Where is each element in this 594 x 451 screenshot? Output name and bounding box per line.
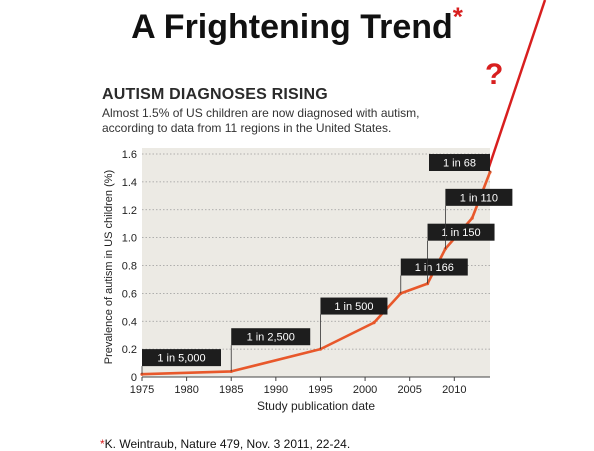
- y-tick-label: 0.6: [122, 288, 137, 300]
- footnote-asterisk: *: [100, 437, 105, 451]
- annotation-box: [400, 258, 468, 276]
- y-tick-label: 0: [131, 372, 137, 384]
- title-asterisk: *: [452, 1, 463, 32]
- y-tick-label: 1.0: [122, 233, 137, 245]
- footnote-text: K. Weintraub, Nature 479, Nov. 3 2011, 2…: [104, 437, 351, 451]
- axes: 0 0.2 0.4 0.6 0.8 1.0 1.2 1.4 1.6 1975 1980 1985 199…: [122, 149, 490, 396]
- x-tick-label: 1980: [174, 384, 198, 396]
- y-tick-label: 1.4: [122, 177, 137, 189]
- x-tick-label: 1975: [130, 384, 154, 396]
- annotation-box: [445, 188, 513, 206]
- annotation-label: 1 in 110: [460, 192, 498, 204]
- x-tick-label: 2005: [397, 384, 421, 396]
- y-tick-label: 0.8: [122, 261, 137, 273]
- y-tick-label: 1.6: [122, 149, 137, 161]
- x-tick-label: 1985: [219, 384, 243, 396]
- annotation-label: 1 in 68: [443, 158, 476, 170]
- y-tick-label: 0.4: [122, 316, 137, 328]
- annotation-label: 1 in 166: [415, 262, 454, 274]
- annotation-label: 1 in 5,000: [157, 353, 205, 365]
- annotation-box: [320, 297, 388, 315]
- x-tick-label: 2000: [353, 384, 377, 396]
- y-axis-label: Prevalence of autism in US children (%): [103, 170, 115, 364]
- extrapolation-line: [484, 0, 547, 177]
- annotation-box: [142, 349, 221, 367]
- annotation-label: 1 in 2,500: [247, 332, 295, 344]
- data-point: [372, 321, 376, 325]
- annotation-box: [427, 223, 495, 241]
- footnote: *K. Weintraub, Nature 479, Nov. 3 2011, …: [100, 437, 350, 451]
- x-tick-label: 2010: [442, 384, 466, 396]
- y-tick-label: 0.2: [122, 344, 137, 356]
- data-point: [470, 216, 474, 220]
- x-axis-label: Study publication date: [257, 399, 375, 413]
- question-mark: ?: [485, 58, 504, 91]
- y-tick-label: 1.2: [122, 205, 137, 217]
- chart-title: AUTISM DIAGNOSES RISING: [102, 86, 328, 103]
- annotation-label: 1 in 150: [441, 227, 480, 239]
- chart-subtitle: Almost 1.5% of US children are now diagn…: [102, 106, 420, 135]
- x-tick-label: 1990: [264, 384, 288, 396]
- slide-title: A Frightening Trend*: [0, 4, 594, 47]
- slide-title-text: A Frightening Trend: [131, 8, 453, 46]
- annotation-label: 1 in 500: [334, 301, 373, 313]
- annotation-box: [429, 154, 490, 171]
- annotations: 1 in 5,000 1 in 2,500 1 in 500 1 in 166 1 in…: [141, 154, 513, 375]
- annotation-box: [231, 328, 311, 346]
- x-tick-label: 1995: [308, 384, 332, 396]
